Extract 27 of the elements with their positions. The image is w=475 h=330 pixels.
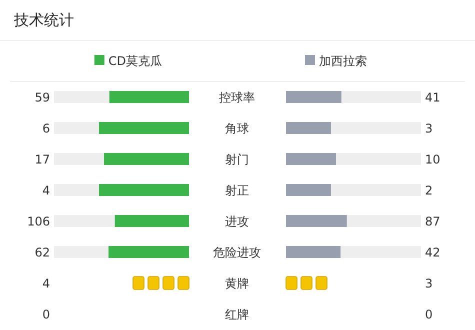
data-label: 3 [425, 276, 433, 290]
data-label: 17 [34, 152, 50, 166]
category-label: 危险进攻 [213, 246, 261, 260]
data-label: 4 [42, 184, 50, 198]
legend-label: 加西拉索 [319, 54, 367, 68]
category-label: 红牌 [225, 308, 249, 322]
category-label: 角球 [225, 122, 249, 136]
data-label: 3 [425, 122, 433, 136]
data-label: 87 [425, 214, 440, 228]
data-label: 59 [34, 90, 50, 104]
category-label: 射正 [225, 184, 249, 198]
data-label: 2 [425, 184, 433, 198]
category-label: 黄牌 [225, 276, 249, 290]
data-label: 41 [425, 90, 440, 104]
data-label: 62 [34, 246, 50, 260]
data-label: 10 [425, 152, 440, 166]
data-label: 42 [425, 246, 440, 260]
category-label: 控球率 [219, 90, 255, 104]
text: 技术统计 [13, 11, 74, 29]
legend-label: CD莫克瓜 [108, 54, 162, 68]
data-label: 4 [42, 276, 50, 290]
data-label: 0 [42, 308, 50, 322]
data-label: 106 [27, 214, 50, 228]
category-label: 射门 [225, 152, 249, 166]
category-label: 进攻 [225, 214, 249, 228]
data-label: 0 [425, 308, 433, 322]
data-label: 6 [42, 122, 50, 136]
